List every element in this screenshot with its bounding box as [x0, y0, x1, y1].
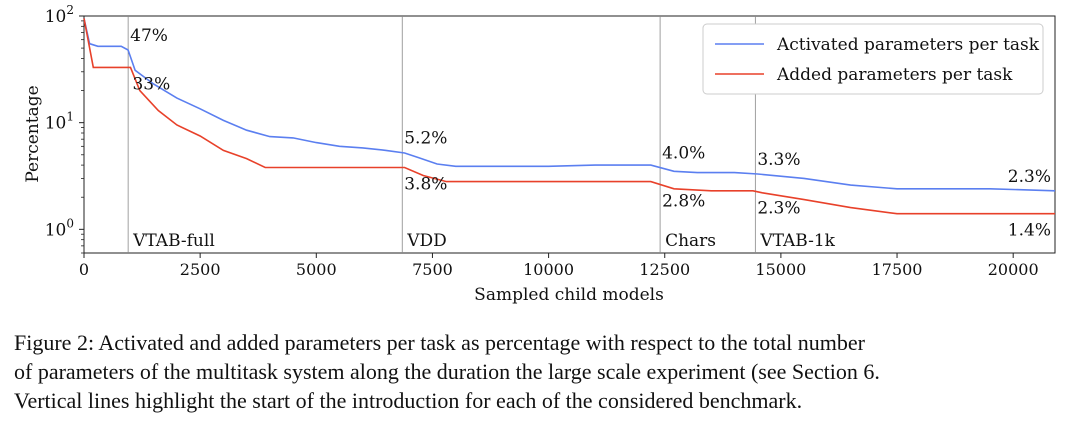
x-tick-label-1: 2500: [180, 260, 221, 279]
series-line-0: [83, 18, 1056, 192]
vline-label-2: Chars: [665, 231, 716, 251]
x-tick-label-0: 0: [79, 260, 89, 279]
annotation-4: 4.0%: [662, 144, 705, 164]
x-tick-label-6: 15000: [755, 260, 806, 279]
caption-line-2: of parameters of the multitask system al…: [14, 359, 880, 384]
annotation-6: 3.3%: [757, 150, 800, 170]
vline-label-1: VDD: [406, 231, 447, 251]
x-tick-label-5: 12500: [639, 260, 690, 279]
legend-label-activated: Activated parameters per task: [776, 35, 1040, 55]
vline-label-3: VTAB-1k: [759, 231, 835, 251]
annotation-1: 33%: [132, 74, 170, 94]
legend-label-added: Added parameters per task: [776, 65, 1013, 85]
caption-line-1: Figure 2: Activated and added parameters…: [14, 330, 865, 355]
annotation-3: 3.8%: [404, 174, 447, 194]
y-axis: 100 101 102: [45, 3, 84, 254]
y-tick-label-2: 102: [45, 3, 74, 27]
x-axis-label: Sampled child models: [474, 285, 664, 305]
annotation-0: 47%: [130, 26, 168, 46]
y-axis-label: Percentage: [23, 85, 43, 182]
x-tick-label-2: 5000: [296, 260, 337, 279]
benchmark-vlines: VTAB-full VDD Chars VTAB-1k: [127, 16, 836, 253]
caption-line-3: Vertical lines highlight the start of th…: [14, 388, 803, 413]
legend: Activated parameters per task Added para…: [702, 23, 1044, 95]
annotation-5: 2.8%: [662, 191, 705, 211]
plot-area-border: [83, 15, 1056, 254]
figure-caption: Figure 2: Activated and added parameters…: [14, 328, 1070, 415]
value-annotations: 47% 33% 5.2% 3.8% 4.0% 2.8% 3.3% 2.3% 2.3% 1.4%: [130, 26, 1051, 241]
chart: VTAB-full VDD Chars VTAB-1k 0 2500 5000 7500 10…: [23, 3, 1056, 305]
x-axis: 0 2500 5000 7500 10000 12500 15000 17500 20000: [79, 253, 1039, 279]
annotation-7: 2.3%: [757, 198, 800, 218]
legend-box: [702, 23, 1044, 95]
annotation-8: 2.3%: [1008, 167, 1051, 187]
series-lines: [83, 18, 1056, 215]
vline-label-0: VTAB-full: [132, 231, 215, 251]
x-tick-label-7: 17500: [872, 260, 923, 279]
annotation-2: 5.2%: [404, 129, 447, 149]
y-tick-label-0: 100: [45, 216, 74, 240]
plot-frame: [83, 15, 1056, 254]
x-tick-label-3: 7500: [412, 260, 453, 279]
x-tick-label-4: 10000: [523, 260, 574, 279]
x-tick-label-8: 20000: [988, 260, 1039, 279]
series-line-1: [83, 18, 1055, 215]
y-tick-label-1: 101: [45, 110, 74, 134]
annotation-9: 1.4%: [1008, 221, 1051, 241]
